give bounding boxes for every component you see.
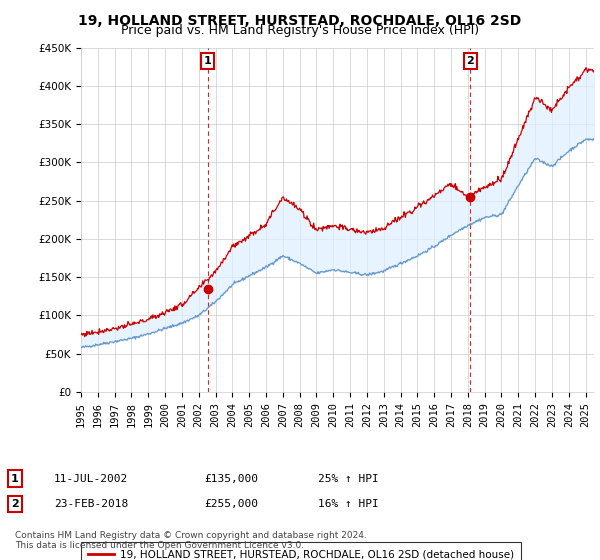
Text: 1: 1 bbox=[204, 56, 212, 66]
Text: 19, HOLLAND STREET, HURSTEAD, ROCHDALE, OL16 2SD: 19, HOLLAND STREET, HURSTEAD, ROCHDALE, … bbox=[79, 14, 521, 28]
Text: 23-FEB-2018: 23-FEB-2018 bbox=[54, 499, 128, 509]
Legend: 19, HOLLAND STREET, HURSTEAD, ROCHDALE, OL16 2SD (detached house), HPI: Average : 19, HOLLAND STREET, HURSTEAD, ROCHDALE, … bbox=[81, 542, 521, 560]
Text: 2: 2 bbox=[11, 499, 19, 509]
Text: 2: 2 bbox=[467, 56, 474, 66]
Text: £255,000: £255,000 bbox=[204, 499, 258, 509]
Text: £135,000: £135,000 bbox=[204, 474, 258, 484]
Text: 25% ↑ HPI: 25% ↑ HPI bbox=[318, 474, 379, 484]
Text: 1: 1 bbox=[11, 474, 19, 484]
Text: Contains HM Land Registry data © Crown copyright and database right 2024.
This d: Contains HM Land Registry data © Crown c… bbox=[15, 531, 367, 550]
Text: 11-JUL-2002: 11-JUL-2002 bbox=[54, 474, 128, 484]
Text: 16% ↑ HPI: 16% ↑ HPI bbox=[318, 499, 379, 509]
Text: Price paid vs. HM Land Registry's House Price Index (HPI): Price paid vs. HM Land Registry's House … bbox=[121, 24, 479, 36]
